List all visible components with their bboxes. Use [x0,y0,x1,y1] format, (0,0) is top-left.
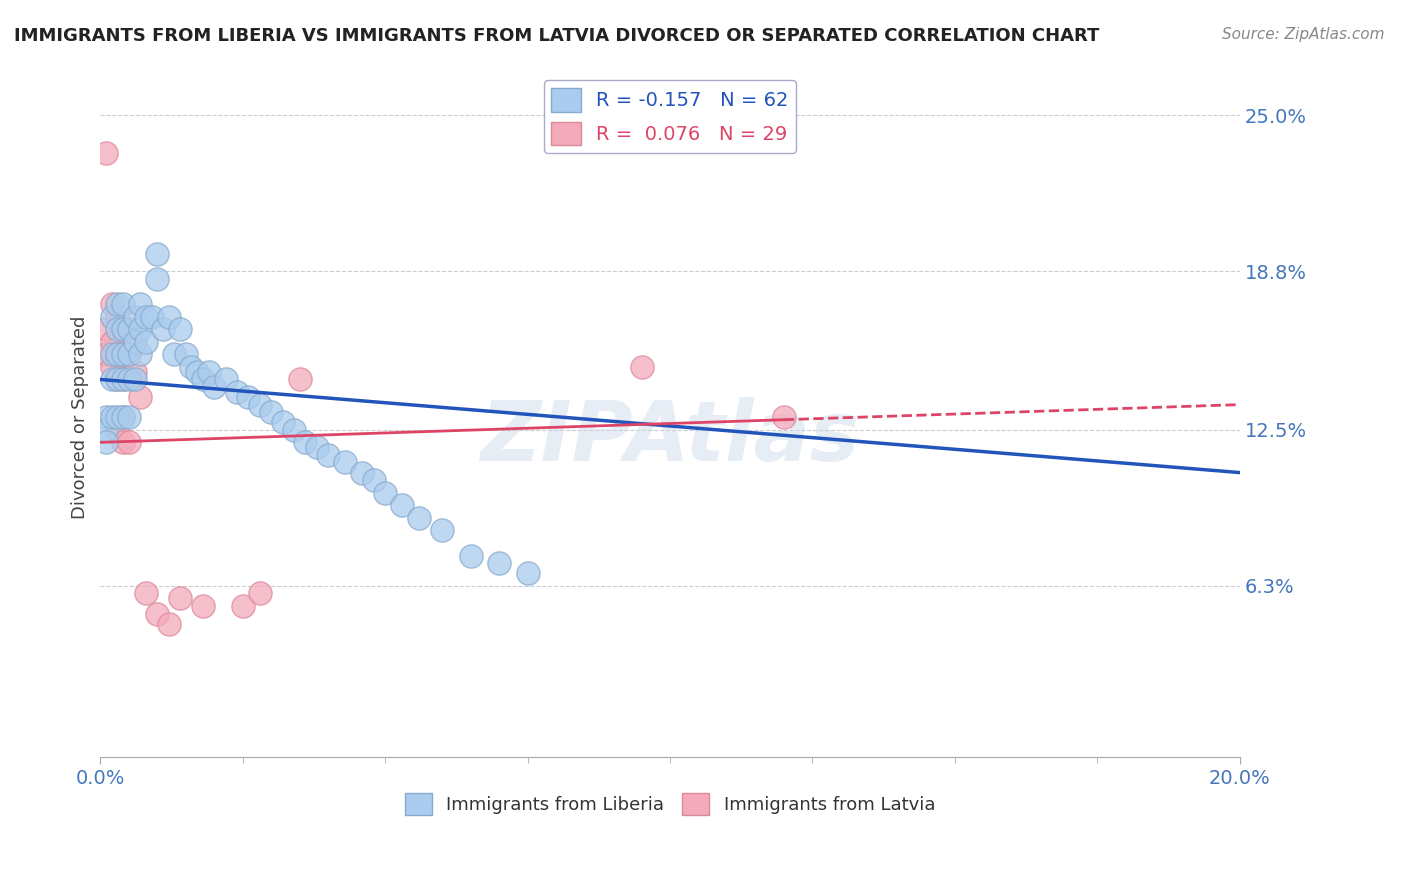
Point [129,322,152,336]
Point [107,347,129,361]
Point [180,359,202,374]
Point [391,498,413,512]
Point [146,272,169,286]
Point [430,524,453,538]
Point [112,372,135,386]
Point [152,322,174,336]
Point [129,297,152,311]
Point [100,347,122,361]
Point [352,466,374,480]
Point [408,511,430,525]
Point [141,310,163,324]
Point [169,322,191,336]
Point [305,441,328,455]
Point [283,423,305,437]
Point [232,599,254,613]
Point [773,410,796,425]
Point [107,372,129,386]
Point [112,322,135,336]
Text: ZIPAtlas: ZIPAtlas [481,397,859,478]
Point [202,380,225,394]
Point [157,310,180,324]
Point [112,410,135,425]
Point [249,586,271,600]
Point [271,415,294,429]
Point [118,435,141,450]
Point [100,410,122,425]
Point [107,297,129,311]
Point [157,616,180,631]
Point [249,398,271,412]
Point [335,455,357,469]
Point [112,372,135,386]
Point [174,347,197,361]
Point [226,384,249,399]
Point [100,310,122,324]
Point [112,435,135,450]
Point [100,297,122,311]
Point [118,347,141,361]
Point [118,347,141,361]
Point [630,359,652,374]
Text: IMMIGRANTS FROM LIBERIA VS IMMIGRANTS FROM LATVIA DIVORCED OR SEPARATED CORRELAT: IMMIGRANTS FROM LIBERIA VS IMMIGRANTS FR… [14,27,1099,45]
Point [124,310,146,324]
Point [260,405,283,419]
Point [288,372,311,386]
Point [94,410,117,425]
Point [363,473,385,487]
Point [129,347,152,361]
Point [94,145,117,160]
Point [124,365,146,379]
Point [107,347,129,361]
Point [94,322,117,336]
Y-axis label: Divorced or Separated: Divorced or Separated [72,316,89,519]
Point [94,423,117,437]
Point [135,586,157,600]
Point [94,347,117,361]
Point [129,390,152,404]
Point [118,322,141,336]
Point [460,549,482,563]
Point [238,390,260,404]
Point [146,607,169,621]
Point [374,485,396,500]
Point [118,410,141,425]
Point [107,410,129,425]
Legend: Immigrants from Liberia, Immigrants from Latvia: Immigrants from Liberia, Immigrants from… [398,786,942,822]
Point [191,372,214,386]
Point [169,591,191,606]
Point [163,347,186,361]
Point [112,347,135,361]
Point [186,365,208,379]
Point [100,372,122,386]
Point [215,372,238,386]
Point [124,372,146,386]
Text: Source: ZipAtlas.com: Source: ZipAtlas.com [1222,27,1385,42]
Point [112,410,135,425]
Point [146,246,169,260]
Point [124,334,146,349]
Point [100,334,122,349]
Point [316,448,339,462]
Point [100,359,122,374]
Point [94,435,117,450]
Point [107,423,129,437]
Point [516,566,538,581]
Point [197,365,219,379]
Point [112,322,135,336]
Point [107,372,129,386]
Point [112,297,135,311]
Point [294,435,316,450]
Point [191,599,214,613]
Point [488,556,510,570]
Point [107,322,129,336]
Point [107,310,129,324]
Point [135,310,157,324]
Point [112,347,135,361]
Point [118,372,141,386]
Point [135,334,157,349]
